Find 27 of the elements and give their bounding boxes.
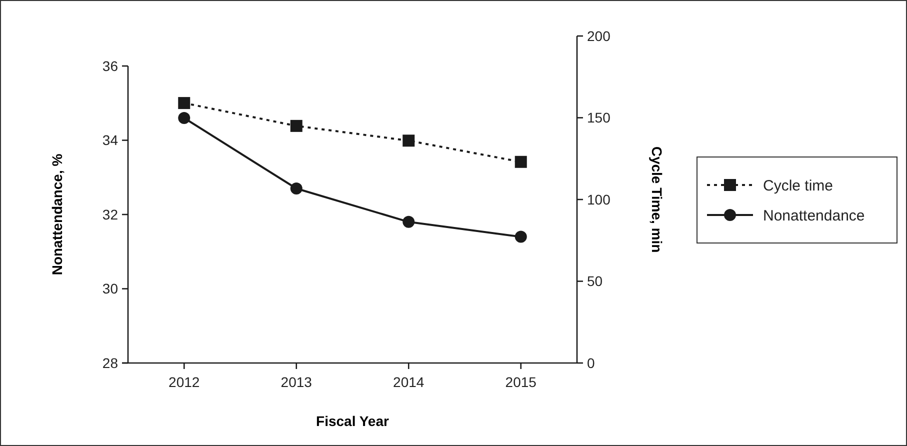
y-tick-label: 34 [102,132,118,148]
y-tick-label: 30 [102,280,118,297]
point [402,134,415,147]
y2-tick-label: 200 [587,28,611,44]
y-axis-title: Nonattendance, % [49,153,65,276]
legend-label: Nonattendance [763,207,865,224]
point [514,230,527,243]
y-tick-label: 36 [102,58,118,74]
x-tick-label: 2015 [505,374,537,390]
y-tick-label: 32 [102,206,118,222]
x-tick-label: 2012 [168,374,200,390]
y2-axis-title: Cycle Time, min [649,146,665,253]
y2-tick-label: 100 [587,191,611,208]
point [514,156,527,168]
y-tick-label: 28 [102,354,118,371]
point [178,112,190,124]
point [290,182,302,195]
y2-tick-label: 150 [587,110,611,126]
point [402,216,415,228]
x-tick-label: 2013 [280,374,312,390]
y2-tick-label: 50 [587,273,603,290]
point [178,97,190,110]
x-tick-label: 2014 [393,374,424,390]
y2-tick-label: 0 [587,354,595,371]
x-axis-title: Fiscal Year [316,413,390,429]
point [290,120,302,132]
legend-label: Cycle time [763,177,834,194]
